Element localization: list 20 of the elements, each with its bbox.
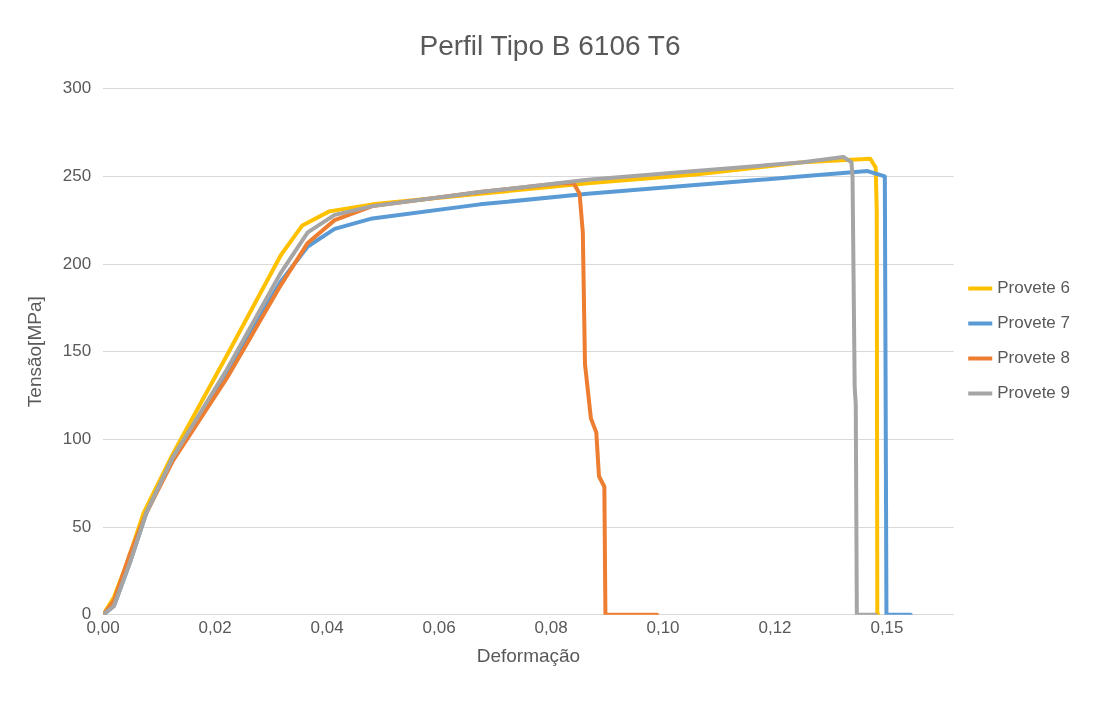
x-axis-title: Deformação xyxy=(476,644,581,666)
x-tick-label: 0,04 xyxy=(310,617,344,637)
x-tick-label: 0,10 xyxy=(646,617,680,637)
y-tick-label: 300 xyxy=(62,78,92,98)
y-tick-label: 250 xyxy=(62,165,92,185)
legend-label: Provete 6 xyxy=(997,278,1070,298)
y-axis-title: Tensão[MPa] xyxy=(23,296,45,408)
legend-label: Provete 9 xyxy=(997,383,1070,403)
y-tick-label: 200 xyxy=(62,253,92,273)
chart-title: Perfil Tipo B 6106 T6 xyxy=(419,29,681,61)
y-tick-label: 100 xyxy=(62,429,92,449)
x-tick-label: 0,08 xyxy=(534,617,568,637)
legend-label: Provete 7 xyxy=(997,313,1070,333)
y-tick-label: 50 xyxy=(72,516,92,536)
y-tick-label: 150 xyxy=(62,341,92,361)
x-tick-label: 0,15 xyxy=(870,617,904,637)
x-tick-label: 0,06 xyxy=(422,617,456,637)
x-tick-label: 0,12 xyxy=(758,617,792,637)
legend-label: Provete 8 xyxy=(997,348,1070,368)
x-tick-label: 0,02 xyxy=(198,617,232,637)
